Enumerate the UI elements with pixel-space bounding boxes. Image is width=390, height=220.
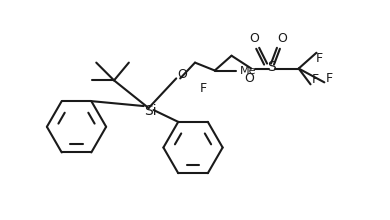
Text: S: S [267, 60, 275, 73]
Text: F: F [199, 82, 206, 95]
Text: O: O [249, 32, 259, 45]
Text: F: F [312, 73, 319, 86]
Text: O: O [177, 68, 187, 81]
Text: O: O [245, 72, 254, 85]
Text: F: F [316, 52, 323, 65]
Text: Me: Me [240, 66, 257, 75]
Text: Si: Si [144, 104, 157, 118]
Text: F: F [326, 72, 333, 85]
Text: O: O [277, 32, 287, 45]
